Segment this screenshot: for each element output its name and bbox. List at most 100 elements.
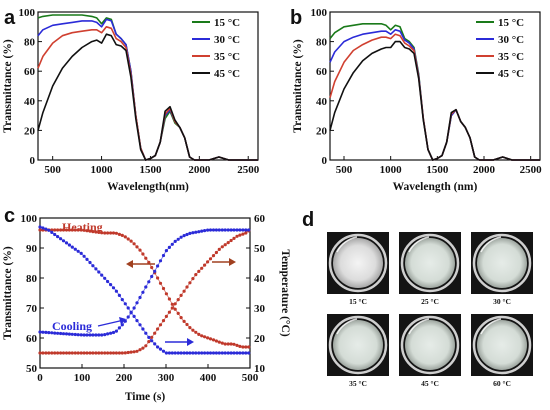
data-point-c-2 (56, 235, 60, 239)
dish-liquid (477, 320, 527, 370)
data-point-c-2 (109, 283, 113, 287)
data-point-c-1 (170, 306, 174, 310)
data-point-c-0 (191, 328, 195, 332)
data-point-c-1 (38, 351, 42, 355)
legend-label-30c-a: 30 °C (214, 34, 240, 46)
data-point-c-0 (147, 260, 151, 264)
series-line-35c-a (37, 25, 258, 161)
data-point-c-3 (211, 228, 216, 232)
data-point-c-2 (238, 351, 242, 355)
data-point-c-1 (106, 351, 110, 355)
data-point-c-3 (208, 228, 213, 232)
data-point-c-3 (109, 331, 113, 335)
data-point-c-1 (164, 314, 168, 318)
data-point-c-2 (167, 351, 171, 355)
plot-frame-c (39, 217, 251, 369)
data-point-c-0 (144, 256, 148, 260)
data-point-c-2 (179, 351, 183, 355)
series-line-45c-a (37, 33, 258, 161)
data-point-c-1 (197, 269, 201, 273)
data-point-c-2 (220, 351, 224, 355)
x-tick-label-a: 1000 (91, 164, 114, 176)
data-point-c-0 (114, 231, 118, 235)
x-axis-label-a: Wavelength(nm) (107, 181, 189, 193)
y-right-tick-label-c: 40 (254, 273, 266, 285)
x-axis-label-b: Wavelength (nm) (393, 181, 478, 193)
data-point-c-0 (211, 338, 216, 342)
dish-liquid (477, 238, 527, 288)
data-point-c-0 (88, 229, 92, 233)
data-point-c-0 (129, 239, 133, 243)
data-point-c-0 (97, 230, 101, 234)
data-point-c-0 (173, 307, 177, 311)
data-point-c-3 (135, 301, 139, 305)
data-point-c-3 (229, 228, 233, 232)
data-point-c-3 (126, 315, 130, 319)
data-point-c-0 (208, 337, 213, 341)
data-point-c-1 (153, 331, 157, 335)
data-point-c-0 (244, 345, 248, 349)
y-tick-label-a: 100 (19, 7, 36, 19)
photo-label-4: 35 °C (349, 379, 367, 388)
panel-letter-a: a (4, 7, 16, 29)
data-point-c-2 (229, 351, 233, 355)
data-point-c-1 (179, 293, 183, 297)
x-axis-label-c: Time (s) (125, 391, 166, 403)
y-axis-label-b: Transmittance (%) (292, 39, 304, 133)
legend-label-45c-b: 45 °C (498, 68, 524, 80)
data-point-c-0 (135, 245, 139, 249)
data-point-c-2 (132, 314, 136, 318)
data-point-c-1 (50, 351, 54, 355)
photo-6: 60 °C (471, 314, 533, 388)
data-point-c-1 (217, 247, 221, 251)
y-tick-label-a: 60 (24, 66, 36, 78)
data-point-c-3 (129, 311, 133, 315)
data-point-c-1 (235, 234, 239, 238)
data-point-c-2 (50, 230, 54, 234)
data-point-c-3 (117, 326, 121, 330)
data-point-c-2 (120, 298, 124, 302)
y-right-tick-label-c: 20 (254, 333, 266, 345)
dish-liquid (333, 320, 383, 370)
data-point-c-2 (103, 276, 107, 280)
data-point-c-2 (211, 351, 216, 355)
data-point-c-0 (238, 344, 242, 348)
data-point-c-1 (167, 310, 171, 314)
data-point-c-2 (73, 247, 77, 251)
dish-highlight (336, 236, 358, 253)
data-point-c-2 (70, 245, 74, 249)
photo-grid: 15 °C 25 °C 30 °C 35 °C 45 °C 60 °C (327, 232, 533, 388)
data-point-c-3 (173, 239, 177, 243)
data-point-c-3 (94, 333, 98, 337)
data-point-c-3 (185, 232, 189, 237)
data-point-c-2 (200, 351, 204, 355)
y-right-tick-label-c: 60 (254, 213, 266, 225)
data-point-c-0 (61, 228, 66, 232)
data-point-c-0 (117, 232, 121, 236)
annotation-heating: Heating (62, 220, 103, 234)
dish-highlight (480, 318, 502, 335)
data-point-c-0 (64, 228, 69, 232)
dish-rim (472, 233, 532, 293)
legend-label-45c-a: 45 °C (214, 68, 240, 80)
data-point-c-0 (188, 326, 192, 330)
data-point-c-3 (132, 306, 136, 310)
data-point-c-0 (73, 228, 77, 232)
data-point-c-0 (167, 297, 171, 301)
data-point-c-1 (214, 250, 218, 255)
data-point-c-1 (200, 266, 204, 270)
data-point-c-3 (153, 269, 157, 273)
data-point-c-1 (117, 351, 121, 355)
data-point-c-3 (161, 253, 166, 258)
dish-highlight (408, 236, 430, 253)
data-point-c-2 (147, 335, 151, 339)
x-tick-label-a: 2000 (188, 164, 211, 176)
data-point-c-3 (50, 331, 54, 335)
data-point-c-0 (229, 342, 233, 346)
data-point-c-3 (111, 330, 116, 335)
data-point-c-3 (44, 330, 48, 334)
data-point-c-0 (91, 230, 95, 234)
data-point-c-1 (82, 351, 86, 355)
photo-label-5: 45 °C (421, 379, 439, 388)
data-point-c-3 (191, 231, 195, 235)
